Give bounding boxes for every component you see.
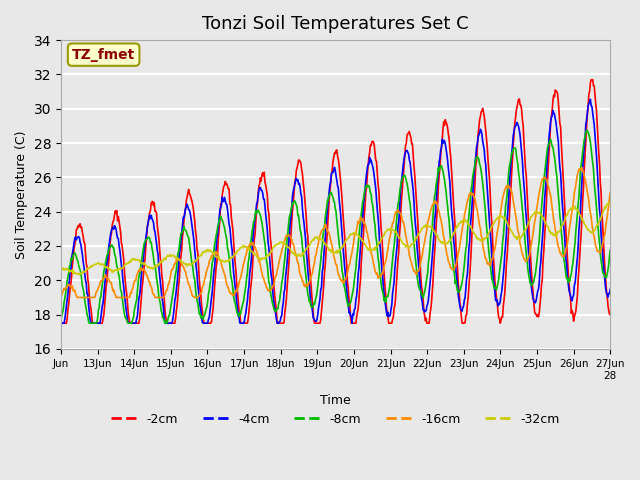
-32cm <box>180 260 188 266</box>
-2cm <box>589 77 596 83</box>
-16cm <box>124 295 131 300</box>
-32cm <box>67 268 75 274</box>
-16cm <box>67 283 75 289</box>
-16cm <box>179 264 187 269</box>
-4cm <box>586 96 594 102</box>
Title: Tonzi Soil Temperatures Set C: Tonzi Soil Temperatures Set C <box>202 15 469 33</box>
-16cm <box>209 253 216 259</box>
-2cm <box>67 280 75 286</box>
-8cm <box>403 181 411 187</box>
-16cm <box>57 295 65 300</box>
-4cm <box>57 320 65 326</box>
-2cm <box>209 312 216 318</box>
X-axis label: Time: Time <box>320 394 351 407</box>
-2cm <box>179 228 187 234</box>
-32cm <box>607 200 614 206</box>
Y-axis label: Soil Temperature (C): Soil Temperature (C) <box>15 130 28 259</box>
-8cm <box>209 257 217 263</box>
-2cm <box>419 288 426 294</box>
-32cm <box>76 272 83 277</box>
-16cm <box>607 190 614 195</box>
Line: -16cm: -16cm <box>61 168 611 298</box>
-8cm <box>584 128 591 133</box>
-8cm <box>419 295 427 301</box>
-8cm <box>86 320 93 326</box>
-4cm <box>209 288 216 294</box>
Line: -4cm: -4cm <box>61 99 611 323</box>
-32cm <box>419 225 427 230</box>
-32cm <box>605 200 612 206</box>
-4cm <box>124 317 131 323</box>
-16cm <box>578 165 586 170</box>
-32cm <box>209 251 217 256</box>
-4cm <box>67 265 75 271</box>
Legend: -2cm, -4cm, -8cm, -16cm, -32cm: -2cm, -4cm, -8cm, -16cm, -32cm <box>106 408 565 431</box>
-2cm <box>124 300 131 306</box>
Text: 28: 28 <box>604 371 617 381</box>
-8cm <box>67 255 75 261</box>
-2cm <box>403 140 410 146</box>
-8cm <box>607 248 614 253</box>
-4cm <box>403 148 410 154</box>
-8cm <box>57 317 65 323</box>
-4cm <box>607 287 614 292</box>
-2cm <box>607 312 614 318</box>
-32cm <box>124 261 132 266</box>
-32cm <box>57 267 65 273</box>
Text: TZ_fmet: TZ_fmet <box>72 48 135 61</box>
-4cm <box>179 215 187 220</box>
-2cm <box>57 320 65 326</box>
-8cm <box>124 320 132 326</box>
-8cm <box>180 224 188 229</box>
Line: -32cm: -32cm <box>61 203 611 275</box>
-32cm <box>403 243 411 249</box>
-4cm <box>419 300 426 305</box>
-16cm <box>419 252 426 258</box>
Line: -8cm: -8cm <box>61 131 611 323</box>
-16cm <box>403 235 410 241</box>
Line: -2cm: -2cm <box>61 80 611 323</box>
